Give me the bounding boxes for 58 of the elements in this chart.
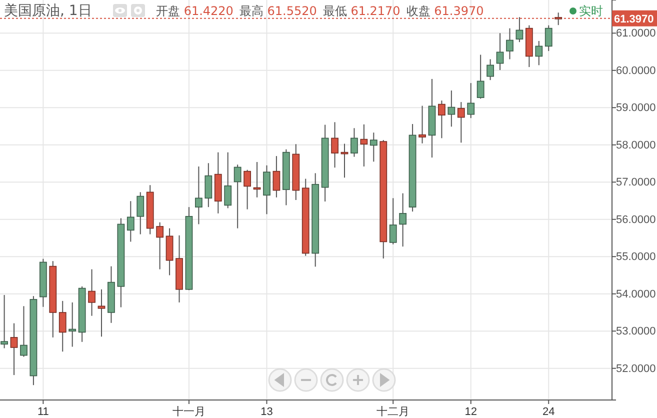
candlestick (68, 302, 76, 348)
y-tick-label: 53.0000 (616, 326, 656, 338)
candlestick (486, 58, 494, 81)
candlestick (88, 268, 96, 316)
annotation: 最高 61.5520 (239, 4, 317, 18)
candlestick (0, 294, 8, 349)
y-tick-label: 54.0000 (616, 288, 656, 300)
candlestick (476, 54, 484, 100)
text: 实时 (579, 4, 603, 18)
candlestick (58, 300, 66, 352)
candlestick (244, 169, 251, 210)
candlestick (389, 198, 397, 245)
candlestick (10, 322, 18, 376)
annotation: 收盘 61.3970 (406, 4, 484, 18)
y-tick-label: 57.0000 (616, 176, 656, 189)
candlestick (467, 82, 475, 119)
annotation: 最低 61.2170 (322, 4, 400, 18)
candlestick (496, 32, 504, 71)
candlestick (457, 102, 465, 144)
candlestick (418, 105, 426, 144)
candlestick (136, 192, 144, 235)
candlestick (399, 192, 407, 248)
y-tick-label: 52.0000 (616, 362, 656, 375)
candlestick (370, 132, 378, 162)
x-tick-label: 十一月 (172, 404, 206, 418)
candlestick (535, 40, 543, 66)
candlestick (234, 164, 242, 229)
candlestick (224, 152, 232, 209)
x-tick-label: 13 (260, 406, 273, 418)
annotation: 开盘 61.4220 (156, 4, 234, 18)
candlestick (516, 16, 524, 43)
candlestick (156, 222, 164, 270)
y-tick-label: 55.0000 (616, 251, 656, 264)
ref-line-label: 61.3970 (614, 13, 654, 26)
candlestick (350, 128, 358, 158)
candlestick (360, 124, 368, 167)
x-tick-label: 12 (464, 406, 477, 418)
candlestick (272, 156, 280, 198)
x-tick-label: 十二月 (376, 404, 410, 418)
candlestick (98, 288, 106, 338)
x-tick-label: 11 (37, 406, 49, 418)
candlestick (506, 28, 514, 60)
candlestick (126, 200, 134, 242)
candlestick (263, 164, 270, 215)
candlestick (20, 306, 28, 358)
candlestick (438, 100, 446, 139)
y-tick-label: 58.0000 (616, 139, 656, 152)
x-tick-label: 24 (542, 406, 555, 418)
candlestick (204, 162, 212, 208)
y-tick-label: 59.0000 (616, 102, 656, 114)
y-tick-label: 60.0000 (616, 64, 656, 77)
candlestick (331, 122, 338, 168)
y-tick-label: 56.0000 (616, 214, 656, 226)
candlestick (448, 90, 456, 128)
y-tick-label: 61.0000 (616, 28, 656, 40)
candlestick (195, 166, 202, 225)
candlestick (544, 24, 552, 52)
chart-title: 美国原油, 1日 (4, 3, 92, 19)
